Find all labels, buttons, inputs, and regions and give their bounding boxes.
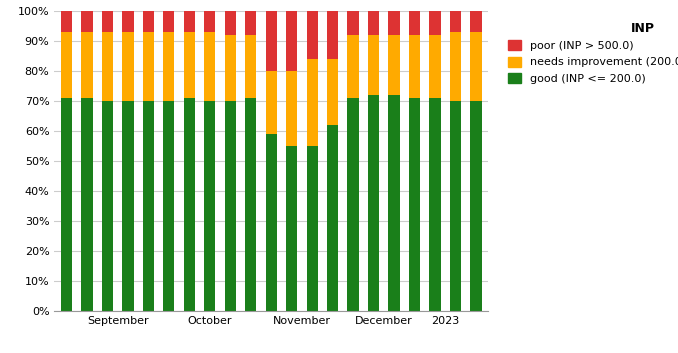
Bar bbox=[347, 35, 359, 98]
Bar bbox=[224, 11, 236, 35]
Bar bbox=[204, 101, 216, 311]
Bar bbox=[245, 35, 256, 98]
Bar bbox=[266, 11, 277, 71]
Bar bbox=[429, 11, 441, 35]
Bar bbox=[306, 145, 318, 311]
Bar bbox=[286, 11, 297, 71]
Bar bbox=[327, 125, 338, 311]
Bar bbox=[450, 11, 461, 32]
Bar bbox=[388, 35, 399, 95]
Bar bbox=[163, 11, 174, 32]
Bar bbox=[61, 98, 72, 311]
Bar bbox=[102, 101, 113, 311]
Bar bbox=[102, 11, 113, 32]
Bar bbox=[81, 98, 93, 311]
Bar bbox=[286, 145, 297, 311]
Bar bbox=[122, 101, 134, 311]
Bar bbox=[245, 98, 256, 311]
Bar bbox=[81, 11, 93, 32]
Bar bbox=[61, 11, 72, 32]
Bar bbox=[368, 35, 379, 95]
Bar bbox=[204, 32, 216, 101]
Bar bbox=[306, 11, 318, 59]
Bar bbox=[409, 98, 420, 311]
Bar bbox=[143, 101, 154, 311]
Bar bbox=[286, 71, 297, 145]
Bar bbox=[163, 101, 174, 311]
Bar bbox=[409, 35, 420, 98]
Bar bbox=[184, 11, 195, 32]
Bar bbox=[122, 11, 134, 32]
Bar bbox=[347, 98, 359, 311]
Bar bbox=[368, 95, 379, 311]
Bar bbox=[347, 11, 359, 35]
Bar bbox=[61, 32, 72, 98]
Bar bbox=[163, 32, 174, 101]
Bar bbox=[388, 11, 399, 35]
Bar bbox=[245, 11, 256, 35]
Bar bbox=[368, 11, 379, 35]
Bar bbox=[224, 101, 236, 311]
Bar bbox=[81, 32, 93, 98]
Bar bbox=[102, 32, 113, 101]
Bar bbox=[306, 59, 318, 145]
Bar bbox=[471, 11, 481, 32]
Bar bbox=[184, 98, 195, 311]
Bar bbox=[184, 32, 195, 98]
Bar bbox=[143, 32, 154, 101]
Bar bbox=[388, 95, 399, 311]
Bar bbox=[471, 101, 481, 311]
Legend: poor (INP > 500.0), needs improvement (200.0 < INP <= 500.0), good (INP <= 200.0: poor (INP > 500.0), needs improvement (2… bbox=[502, 16, 678, 89]
Bar bbox=[266, 134, 277, 311]
Bar bbox=[429, 98, 441, 311]
Bar bbox=[204, 11, 216, 32]
Bar bbox=[224, 35, 236, 101]
Bar bbox=[327, 59, 338, 125]
Bar bbox=[327, 11, 338, 59]
Bar bbox=[429, 35, 441, 98]
Bar bbox=[409, 11, 420, 35]
Bar bbox=[122, 32, 134, 101]
Bar bbox=[450, 32, 461, 101]
Bar bbox=[266, 71, 277, 134]
Bar bbox=[143, 11, 154, 32]
Bar bbox=[450, 101, 461, 311]
Bar bbox=[471, 32, 481, 101]
